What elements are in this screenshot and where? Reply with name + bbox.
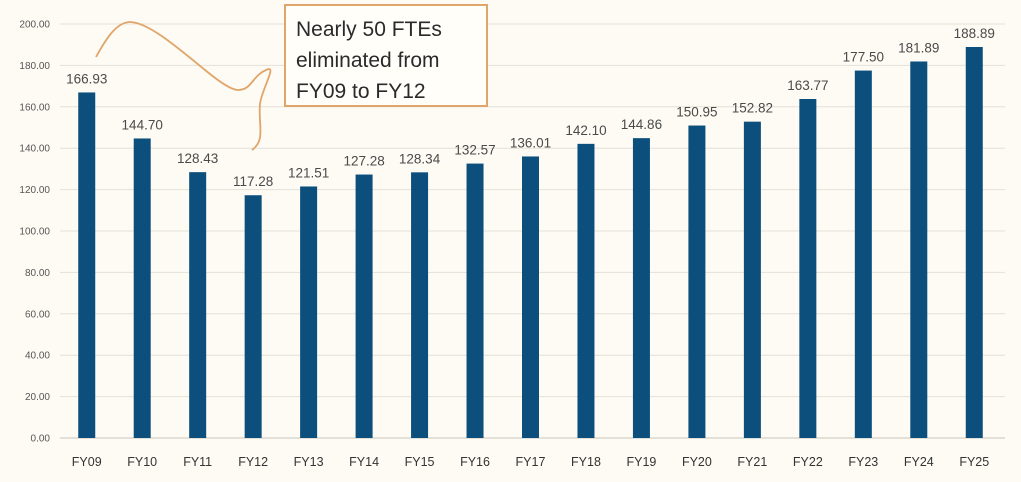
- data-labels: 166.93 144.70 128.43 117.28 121.51 127.28 128.…: [66, 26, 995, 189]
- data-label: 177.50: [843, 50, 884, 65]
- x-tick-label: FY20: [682, 455, 712, 469]
- annotation-line-1: Nearly 50 FTEs: [296, 18, 442, 41]
- x-tick-label: FY12: [238, 455, 268, 469]
- x-tick-label: FY23: [848, 455, 878, 469]
- data-label: 128.43: [177, 151, 218, 166]
- y-tick-label: 180.00: [19, 61, 50, 72]
- data-label: 152.82: [732, 101, 773, 116]
- x-tick-label: FY10: [127, 455, 157, 469]
- x-tick-label: FY19: [626, 455, 656, 469]
- bar: [300, 186, 318, 438]
- data-label: 144.70: [122, 117, 163, 132]
- y-tick-label: 100.00: [19, 227, 50, 238]
- data-label: 166.93: [66, 71, 107, 86]
- bar: [743, 121, 761, 438]
- y-axis-ticks: 0.00 20.00 40.00 60.00 80.00 100.00 120.00 140.…: [19, 20, 50, 445]
- x-tick-label: FY21: [737, 455, 767, 469]
- bar: [632, 138, 650, 438]
- bar: [411, 172, 429, 439]
- y-tick-label: 160.00: [19, 102, 50, 113]
- annotation-line-2: eliminated from: [296, 49, 440, 72]
- bar: [244, 195, 262, 438]
- bar: [189, 172, 207, 438]
- bar: [965, 46, 983, 438]
- bar: [799, 98, 817, 439]
- x-tick-label: FY24: [904, 455, 934, 469]
- data-label: 136.01: [510, 135, 551, 150]
- x-tick-label: FY17: [516, 455, 546, 469]
- bars: [78, 46, 983, 439]
- data-label: 132.57: [454, 143, 495, 158]
- bar: [910, 61, 928, 438]
- bar: [688, 125, 706, 438]
- bar: [133, 138, 151, 438]
- annotation-bracket: [95, 21, 272, 151]
- x-tick-label: FY16: [460, 455, 490, 469]
- y-tick-label: 0.00: [31, 434, 51, 445]
- x-tick-label: FY11: [183, 455, 212, 469]
- y-tick-label: 60.00: [25, 309, 50, 320]
- bar: [466, 163, 484, 439]
- annotation-line-3: FY09 to FY12: [296, 80, 426, 103]
- x-axis-ticks: FY09 FY10 FY11 FY12 FY13 FY14 FY15 FY16 FY17 FY18…: [72, 455, 989, 469]
- x-tick-label: FY22: [793, 455, 823, 469]
- x-tick-label: FY09: [72, 455, 102, 469]
- y-tick-label: 80.00: [25, 268, 50, 279]
- data-label: 181.89: [898, 40, 939, 55]
- x-tick-label: FY18: [571, 455, 601, 469]
- data-label: 121.51: [288, 165, 329, 180]
- x-tick-label: FY13: [294, 455, 324, 469]
- y-tick-label: 120.00: [19, 185, 50, 196]
- y-tick-label: 40.00: [25, 351, 50, 362]
- y-tick-label: 20.00: [25, 392, 50, 403]
- y-tick-label: 200.00: [19, 20, 50, 31]
- bar: [522, 156, 539, 439]
- y-tick-label: 140.00: [19, 144, 50, 155]
- x-tick-label: FY14: [349, 455, 379, 469]
- data-label: 128.34: [399, 151, 441, 166]
- data-label: 163.77: [787, 78, 828, 93]
- bar: [78, 92, 96, 439]
- data-label: 142.10: [565, 123, 606, 138]
- x-tick-label: FY25: [959, 455, 989, 469]
- x-tick-label: FY15: [405, 455, 435, 469]
- data-label: 150.95: [676, 105, 717, 120]
- bar: [854, 70, 872, 438]
- data-label: 144.86: [621, 117, 662, 132]
- bar: [577, 143, 595, 438]
- data-label: 127.28: [343, 154, 384, 169]
- data-label: 117.28: [233, 174, 273, 189]
- data-label: 188.89: [954, 26, 995, 41]
- bar: [355, 174, 373, 438]
- annotation-box: Nearly 50 FTEs eliminated from FY09 to F…: [284, 4, 488, 107]
